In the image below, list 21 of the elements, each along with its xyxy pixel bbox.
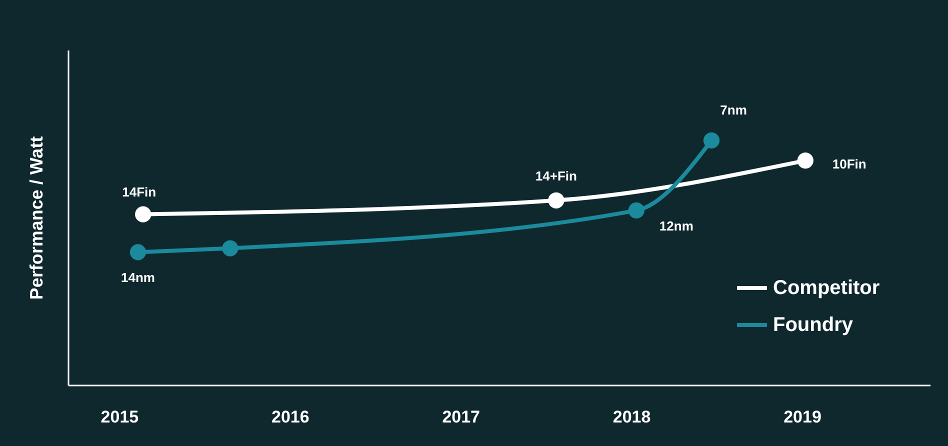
point	[135, 206, 152, 222]
legend-label: Competitor	[773, 277, 880, 299]
annotation: 7nm	[720, 102, 747, 118]
annotation: 10Fin	[832, 156, 866, 172]
point	[130, 244, 146, 260]
point	[548, 192, 564, 208]
legend-label: Foundry	[773, 314, 854, 336]
x-tick-label: 2017	[442, 408, 480, 426]
point	[222, 240, 238, 256]
point	[703, 132, 720, 149]
x-tick-label: 2019	[784, 408, 822, 426]
x-tick-label: 2016	[271, 408, 310, 426]
y-axis-title: Performance / Watt	[26, 136, 46, 300]
annotation: 12nm	[659, 218, 694, 234]
point	[628, 202, 644, 218]
annotation: 14nm	[121, 270, 155, 286]
point	[797, 152, 814, 169]
x-tick-label: 2018	[612, 408, 651, 426]
x-tick-label: 2015	[100, 408, 139, 426]
annotation: 14+Fin	[535, 168, 578, 184]
annotation: 14Fin	[122, 184, 156, 200]
